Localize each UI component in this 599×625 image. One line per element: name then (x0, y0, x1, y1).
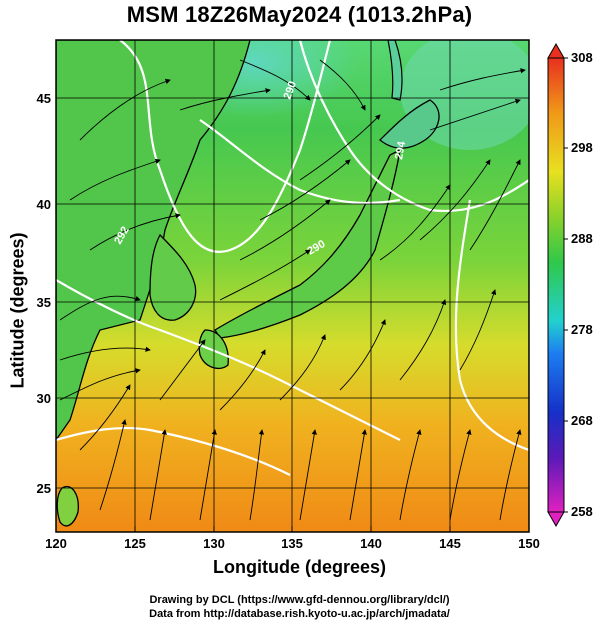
footer-credit-drawing: Drawing by DCL (https://www.gfd-dennou.o… (149, 594, 450, 606)
y-tick-label: 45 (37, 91, 51, 106)
x-tick-label: 135 (281, 536, 303, 551)
x-tick-label: 130 (203, 536, 225, 551)
y-tick-label: 35 (37, 295, 51, 310)
y-tick-label: 40 (37, 197, 51, 212)
colorbar-tick-label: 268 (571, 413, 593, 428)
honshu-island (214, 148, 401, 339)
x-tick-label: 125 (124, 536, 146, 551)
colorbar-tick-label: 298 (571, 140, 593, 155)
y-axis-label: Latitude (degrees) (7, 232, 28, 389)
x-axis-label: Longitude (degrees) (212, 557, 386, 577)
colorbar-tick-label: 258 (571, 504, 593, 519)
wind-streamlines (59, 59, 526, 521)
isotherm-contours (56, 40, 529, 476)
colorbar: 308 298 288 278 268 258 (547, 42, 593, 528)
colorbar-tick-label: 278 (571, 322, 593, 337)
hokkaido-island (379, 99, 440, 149)
temperature-field: 290 292 290 294 (56, 40, 529, 532)
x-tick-label: 140 (360, 536, 382, 551)
colorbar-max-arrow (547, 42, 565, 59)
x-tick-label: 120 (45, 536, 67, 551)
colorbar-tick-label: 288 (571, 231, 593, 246)
y-tick-label: 30 (37, 391, 51, 406)
x-tick-label: 150 (518, 536, 540, 551)
lat-lon-grid (56, 40, 529, 532)
colorbar-min-arrow (547, 511, 565, 528)
y-tick-label: 25 (37, 481, 51, 496)
contour-label: 290 (282, 80, 300, 101)
taiwan-island (56, 485, 79, 527)
contour-label: 294 (393, 139, 408, 160)
korea-peninsula (149, 233, 197, 321)
asia-landmass (56, 40, 251, 442)
x-tick-label: 145 (439, 536, 461, 551)
colorbar-tick-label: 308 (571, 50, 593, 65)
map-title: MSM 18Z26May2024 (1013.2hPa) (126, 2, 473, 27)
footer-credit-data: Data from http://database.rish.kyoto-u.a… (149, 608, 450, 620)
